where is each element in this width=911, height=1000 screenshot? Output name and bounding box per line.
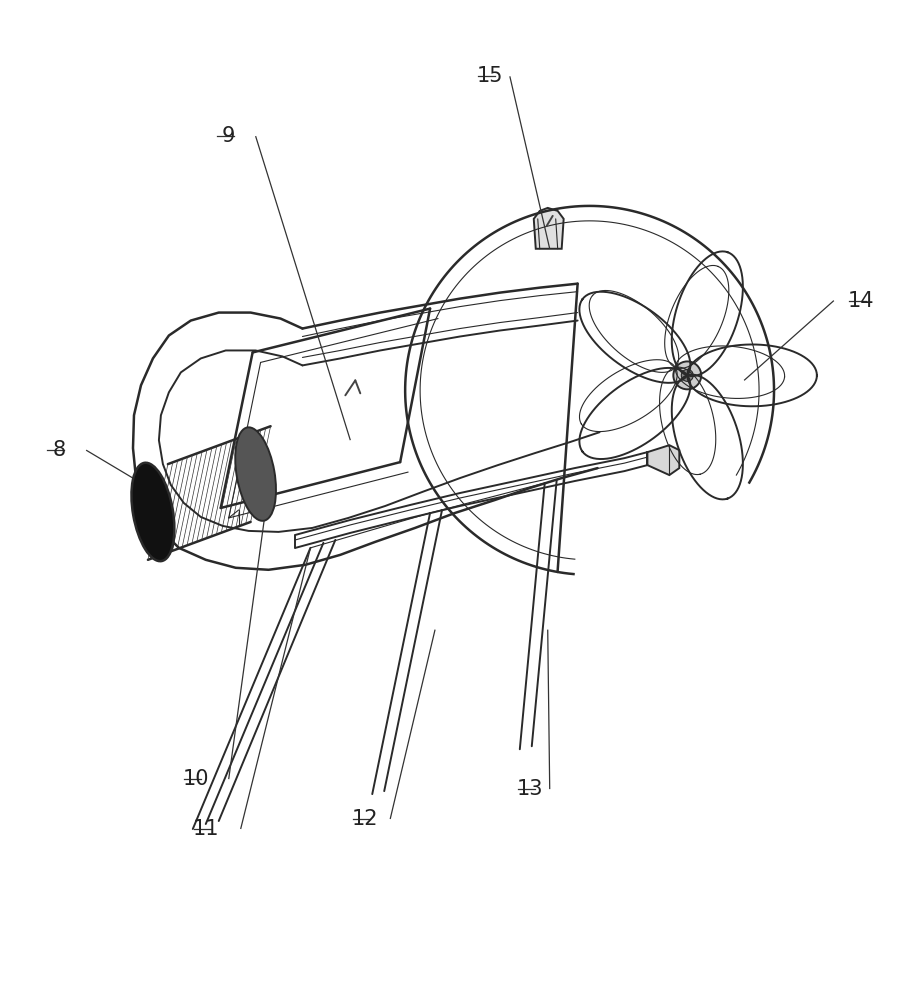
Text: 13: 13 (517, 779, 543, 799)
Text: 15: 15 (476, 66, 503, 86)
Text: 12: 12 (352, 809, 379, 829)
Ellipse shape (131, 463, 174, 561)
Text: 11: 11 (192, 819, 219, 839)
Ellipse shape (681, 369, 693, 381)
Text: 10: 10 (182, 769, 209, 789)
Text: 9: 9 (222, 126, 235, 146)
Text: 14: 14 (847, 291, 874, 311)
Ellipse shape (235, 427, 276, 521)
Text: 8: 8 (53, 440, 66, 460)
Polygon shape (648, 445, 680, 475)
Ellipse shape (673, 361, 701, 389)
Polygon shape (534, 208, 564, 249)
